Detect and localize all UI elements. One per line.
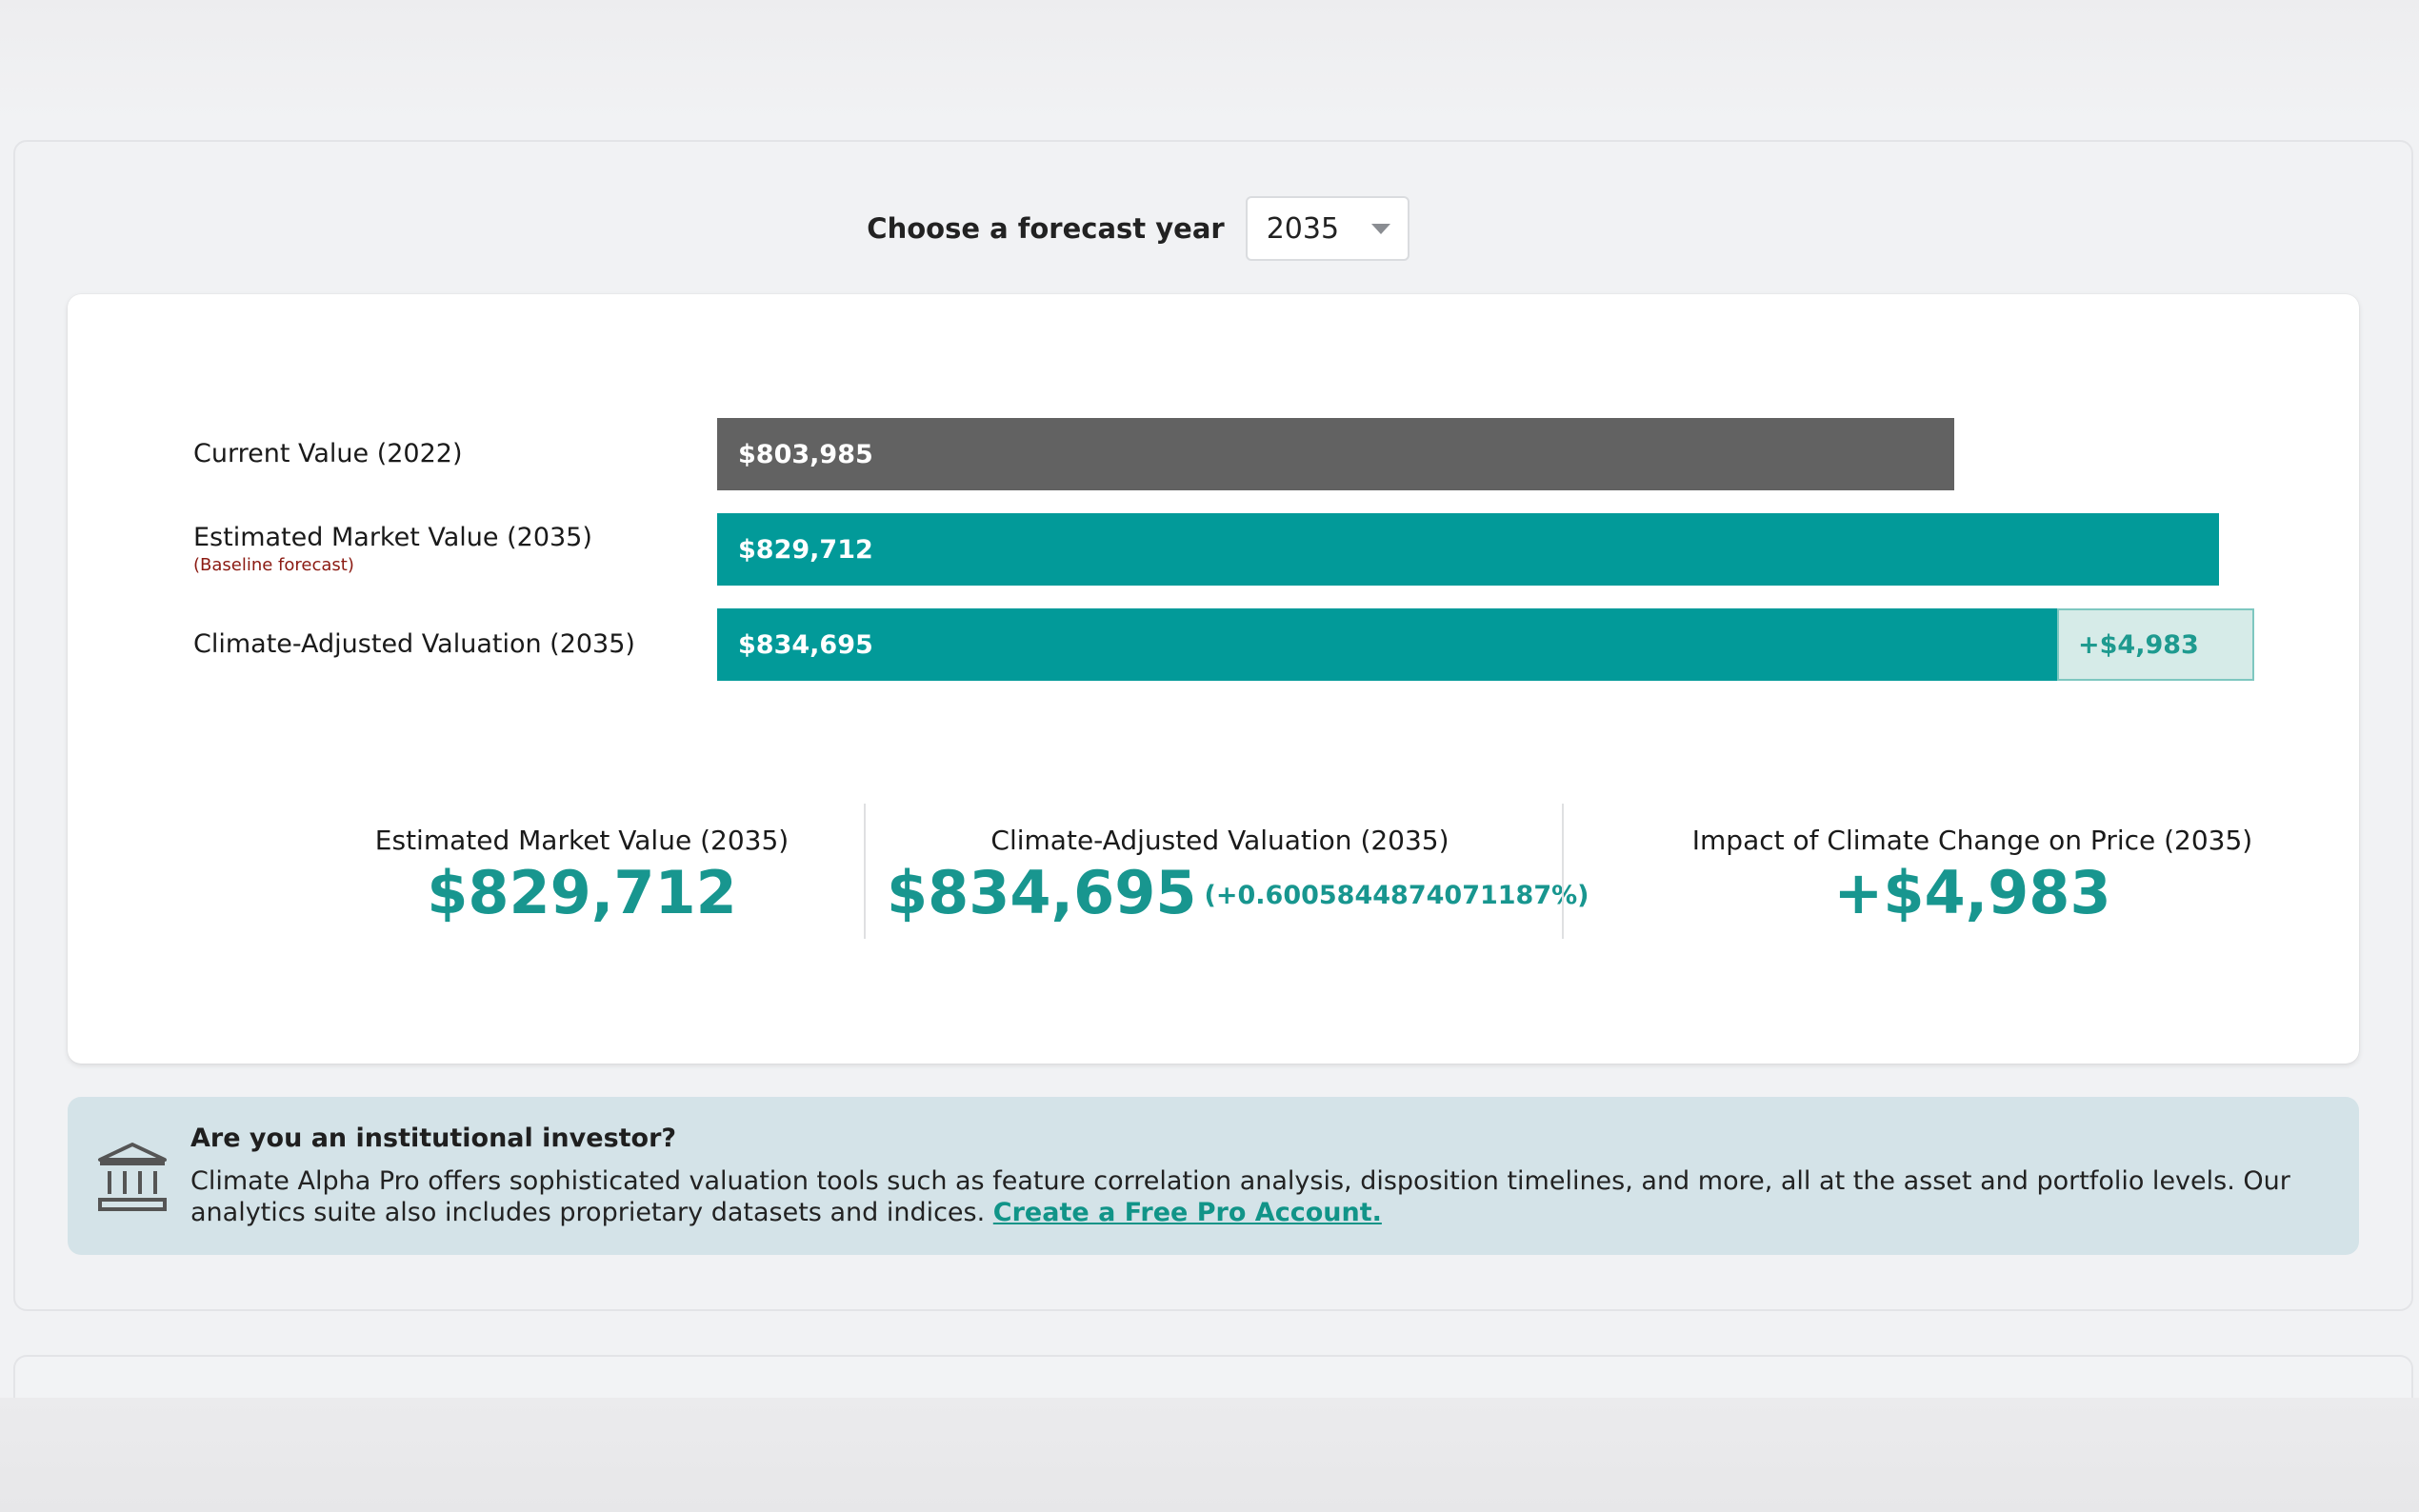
bar-category-note: (Baseline forecast): [193, 555, 354, 575]
stat-divider: [864, 804, 866, 939]
bar-value-label: $803,985: [738, 439, 873, 469]
stat-value: $834,695: [887, 858, 1197, 927]
forecast-year-row: Choose a forecast year 2035: [0, 195, 2419, 262]
top-fade: [0, 0, 2419, 124]
stat-title: Impact of Climate Change on Price (2035): [1691, 825, 2253, 856]
promo-description: Climate Alpha Pro offers sophisticated v…: [190, 1166, 2290, 1227]
valuation-stats: Estimated Market Value (2035) $829,712 C…: [68, 804, 2359, 937]
bar-row: Current Value (2022) $803,985: [68, 418, 2359, 490]
bar-category-label: Climate-Adjusted Valuation (2035): [193, 629, 635, 659]
institutional-investor-banner: Are you an institutional investor? Clima…: [68, 1097, 2359, 1255]
bar-category-label: Current Value (2022): [193, 439, 463, 468]
stat-percent-change: (+0.6005844874071187%): [1204, 881, 1589, 910]
chevron-down-icon: [1370, 223, 1390, 234]
bar-delta-label: +$4,983: [2078, 629, 2199, 660]
stat-value-row: $834,695 (+0.6005844874071187%): [887, 858, 1589, 927]
stat-value: $829,712: [427, 858, 737, 927]
bar-value-label: $834,695: [738, 629, 873, 660]
bar: $803,985: [717, 418, 1954, 490]
valuation-chart-card: Current Value (2022) $803,985 Estimated Ma…: [68, 294, 2359, 1064]
stat-value: +$4,983: [1833, 858, 2111, 927]
stat-title: Estimated Market Value (2035): [374, 825, 790, 856]
promo-text: Climate Alpha Pro offers sophisticated v…: [190, 1165, 2333, 1228]
stat-divider: [1562, 804, 1564, 939]
create-pro-account-link[interactable]: Create a Free Pro Account.: [992, 1198, 1382, 1227]
stat-climate-adjusted-valuation: Climate-Adjusted Valuation (2035) $834,6…: [887, 804, 1589, 937]
bar: $834,695: [717, 608, 2057, 681]
bar-value-label: $829,712: [738, 534, 873, 565]
bar-category-label: Estimated Market Value (2035): [193, 523, 592, 552]
institution-icon: [98, 1143, 167, 1211]
forecast-year-select[interactable]: 2035: [1245, 196, 1409, 261]
stat-climate-impact: Impact of Climate Change on Price (2035)…: [1629, 804, 2315, 937]
bar: $829,712: [717, 513, 2219, 586]
stat-estimated-market-value: Estimated Market Value (2035) $829,712: [315, 804, 849, 937]
bar-row: Estimated Market Value (2035) (Baseline f…: [68, 513, 2359, 586]
bar-delta: +$4,983: [2057, 608, 2254, 681]
stat-title: Climate-Adjusted Valuation (2035): [990, 825, 1449, 856]
bar-row: Climate-Adjusted Valuation (2035) $834,69…: [68, 608, 2359, 681]
promo-title: Are you an institutional investor?: [190, 1124, 677, 1153]
bottom-fade: [0, 1398, 2419, 1512]
forecast-year-label: Choose a forecast year: [867, 212, 1225, 245]
forecast-year-value: 2035: [1266, 211, 1340, 246]
